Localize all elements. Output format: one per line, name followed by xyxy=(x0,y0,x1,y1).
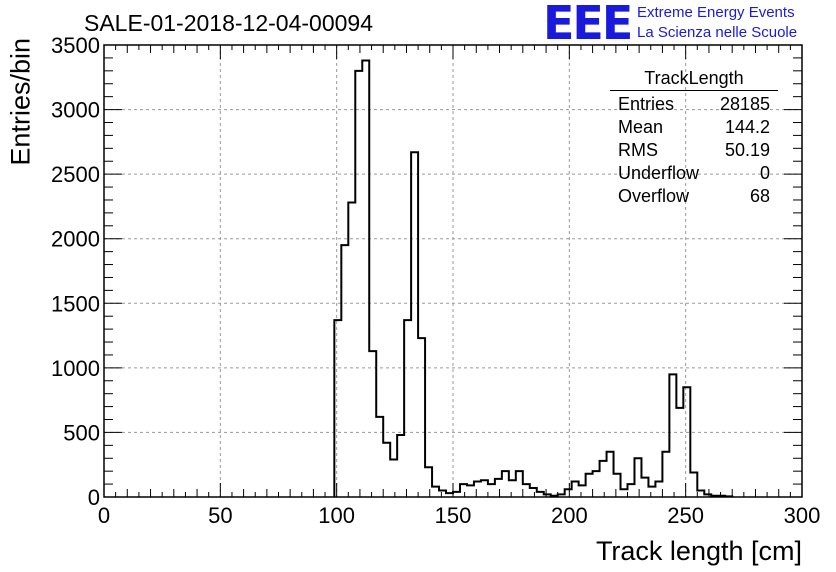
y-tick-label: 1000 xyxy=(51,356,100,381)
logo-line-2: La Scienza nelle Scuole xyxy=(637,24,798,41)
y-axis-label-box: Entries/bin xyxy=(6,38,40,188)
stats-overflow-value: 68 xyxy=(749,186,770,206)
y-tick-label: 2500 xyxy=(51,162,100,187)
x-tick-label: 200 xyxy=(551,503,588,528)
stats-rms-value: 50.19 xyxy=(724,140,770,160)
x-tick-label: 250 xyxy=(667,503,704,528)
stats-mean-value: 144.2 xyxy=(724,117,770,137)
stats-box: TrackLength Entries 28185 Mean 144.2 RMS… xyxy=(610,68,778,208)
y-tick-label: 2000 xyxy=(51,227,100,252)
stats-rms-label: RMS xyxy=(618,140,658,160)
stats-mean-label: Mean xyxy=(618,117,664,137)
histogram-outline xyxy=(333,59,734,498)
stats-overflow-label: Overflow xyxy=(618,186,690,206)
stats-entries-label: Entries xyxy=(618,94,675,114)
stats-entries-value: 28185 xyxy=(719,94,770,114)
eee-logo: EEE xyxy=(543,0,633,50)
x-tick-label: 0 xyxy=(98,503,110,528)
x-tick-label: 100 xyxy=(318,503,355,528)
stats-row-rms: RMS 50.19 xyxy=(610,139,778,162)
x-tick-label: 50 xyxy=(208,503,232,528)
axis-ticks xyxy=(103,44,803,498)
logo-line-1: Extreme Energy Events xyxy=(637,4,795,21)
stats-row-entries: Entries 28185 xyxy=(610,93,778,116)
y-axis-label: Entries/bin xyxy=(6,38,36,166)
stats-row-overflow: Overflow 68 xyxy=(610,185,778,208)
y-tick-label: 3500 xyxy=(51,33,100,58)
tick-labels: 0 50 100 150 200 250 3000500100015002000250030… xyxy=(51,33,820,528)
chart-title: SALE-01-2018-12-04-00094 xyxy=(84,10,373,36)
grid-lines xyxy=(104,45,802,497)
x-tick-label: 150 xyxy=(435,503,472,528)
stats-row-underflow: Underflow 0 xyxy=(610,162,778,185)
x-axis-label: Track length [cm] xyxy=(595,536,802,566)
x-tick-label: 300 xyxy=(784,503,821,528)
stats-row-mean: Mean 144.2 xyxy=(610,116,778,139)
stats-title: TrackLength xyxy=(610,68,778,91)
stats-underflow-value: 0 xyxy=(759,163,770,183)
y-tick-label: 3000 xyxy=(51,98,100,123)
y-tick-label: 1500 xyxy=(51,291,100,316)
stats-underflow-label: Underflow xyxy=(618,163,700,183)
y-tick-label: 500 xyxy=(63,420,100,445)
y-tick-label: 0 xyxy=(88,485,100,510)
